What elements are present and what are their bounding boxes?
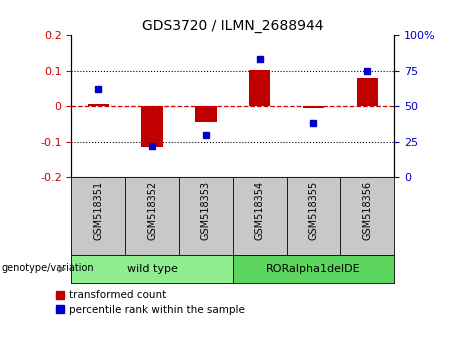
Text: wild type: wild type [127,264,177,274]
Text: GSM518354: GSM518354 [254,181,265,240]
Text: GSM518353: GSM518353 [201,181,211,240]
Text: genotype/variation: genotype/variation [1,263,94,273]
Text: GSM518355: GSM518355 [308,181,319,240]
Bar [303,106,324,108]
Bar [142,106,163,147]
Title: GDS3720 / ILMN_2688944: GDS3720 / ILMN_2688944 [142,19,324,33]
Bar [195,106,217,122]
Bar [356,78,378,106]
Text: GSM518352: GSM518352 [147,181,157,240]
Bar [249,70,271,106]
Text: RORalpha1delDE: RORalpha1delDE [266,264,361,274]
Bar [88,104,109,106]
Text: GSM518351: GSM518351 [93,181,103,240]
Text: GSM518356: GSM518356 [362,181,372,240]
Legend: transformed count, percentile rank within the sample: transformed count, percentile rank withi… [53,289,247,317]
